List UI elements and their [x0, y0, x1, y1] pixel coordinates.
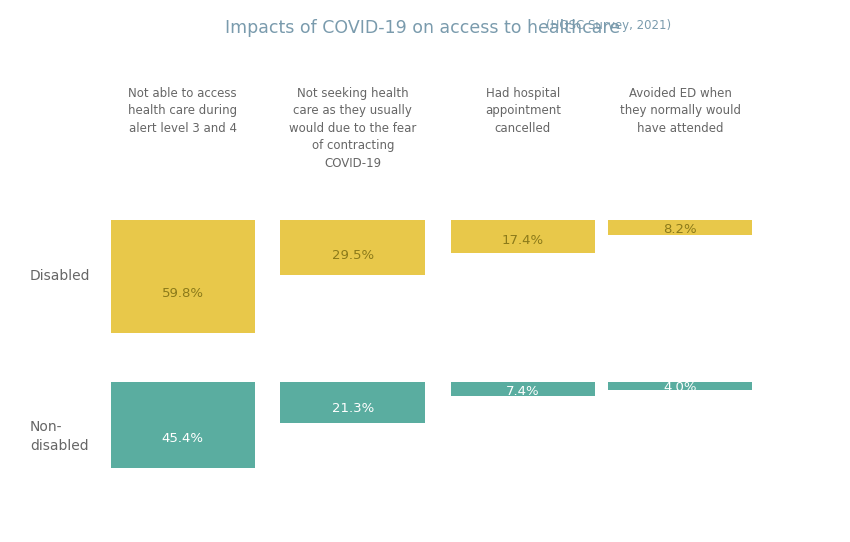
Text: Impacts of COVID-19 on access to healthcare: Impacts of COVID-19 on access to healthc…	[224, 19, 626, 37]
Text: 17.4%: 17.4%	[502, 235, 544, 248]
Text: Avoided ED when
they normally would
have attended: Avoided ED when they normally would have…	[620, 87, 740, 135]
Text: 7.4%: 7.4%	[506, 385, 540, 398]
Text: 29.5%: 29.5%	[332, 249, 374, 262]
Text: Not able to access
health care during
alert level 3 and 4: Not able to access health care during al…	[128, 87, 237, 135]
Text: (HQSC Survey, 2021): (HQSC Survey, 2021)	[546, 19, 672, 32]
Text: 4.0%: 4.0%	[663, 380, 697, 393]
Text: Disabled: Disabled	[30, 269, 90, 283]
Text: 59.8%: 59.8%	[162, 287, 204, 300]
Text: Non-
disabled: Non- disabled	[30, 420, 88, 453]
Text: Not seeking health
care as they usually
would due to the fear
of contracting
COV: Not seeking health care as they usually …	[289, 87, 416, 170]
Text: 8.2%: 8.2%	[663, 223, 697, 236]
Text: 45.4%: 45.4%	[162, 431, 204, 444]
Text: Had hospital
appointment
cancelled: Had hospital appointment cancelled	[484, 87, 561, 135]
Text: 21.3%: 21.3%	[332, 402, 374, 415]
